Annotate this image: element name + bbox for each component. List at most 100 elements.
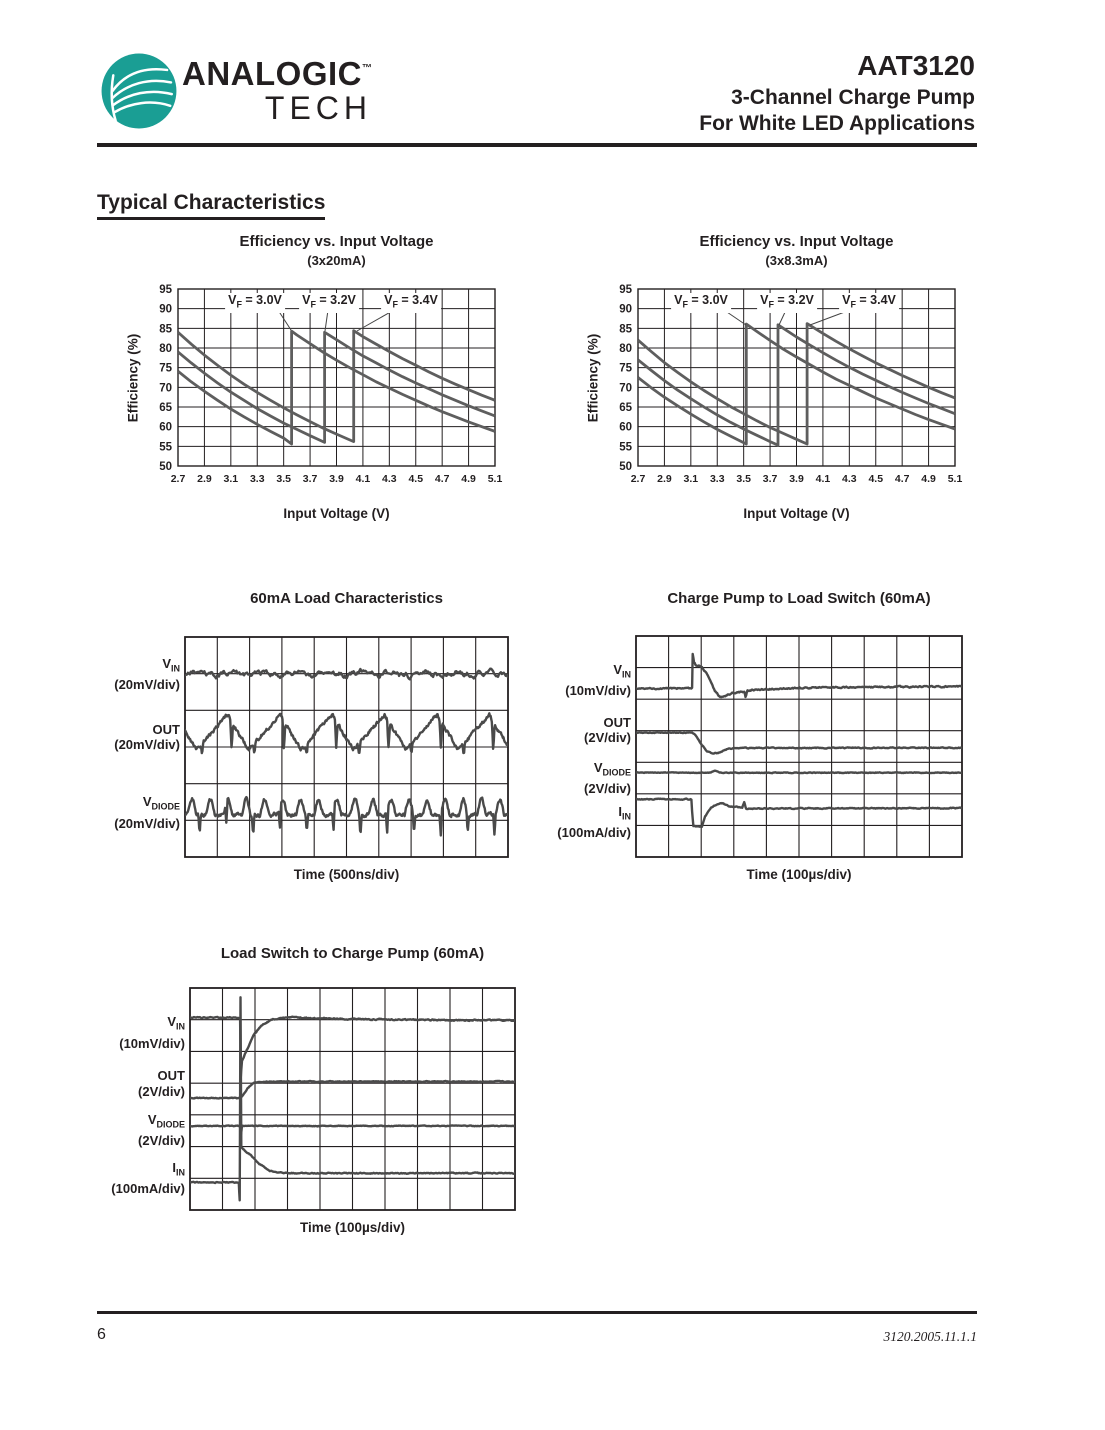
legend-label: VF = 3.0V <box>671 293 731 313</box>
series-curve <box>638 322 955 446</box>
channel-label-out: OUT (2V/div) <box>138 1068 185 1099</box>
y-tick-label: 95 <box>159 284 172 296</box>
channel-label-vdiode: VDIODE (2V/div) <box>138 1112 185 1149</box>
scope-trace <box>636 652 962 699</box>
chart-title: Efficiency vs. Input Voltage <box>239 233 434 250</box>
footer-rule <box>97 1311 977 1314</box>
document-title-block: AAT3120 3-Channel Charge Pump For White … <box>699 50 975 135</box>
y-tick-label: 85 <box>619 323 632 335</box>
y-tick-label: 65 <box>159 402 172 414</box>
oscilloscope-plot <box>184 636 509 858</box>
channel-label-vin: VIN (10mV/div) <box>565 661 631 699</box>
y-tick-label: 50 <box>619 461 632 473</box>
y-tick-label: 55 <box>619 441 632 453</box>
x-tick-label: 4.3 <box>842 473 857 485</box>
legend-leader-line <box>778 309 787 326</box>
doc-subtitle-1: 3-Channel Charge Pump <box>731 86 975 109</box>
x-tick-label: 3.7 <box>763 473 778 485</box>
x-axis-label: Input Voltage (V) <box>283 506 390 521</box>
scope-trace <box>190 1079 515 1100</box>
x-tick-label: 3.1 <box>224 473 239 485</box>
y-tick-label: 60 <box>159 422 172 434</box>
y-tick-label: 55 <box>159 441 172 453</box>
x-tick-label: 4.1 <box>816 473 831 485</box>
chart-title: Charge Pump to Load Switch (60mA) <box>667 590 931 607</box>
chart-load-switch-to-charge-pump: Load Switch to Charge Pump (60mA) Time (1… <box>97 945 537 1250</box>
y-tick-label: 80 <box>619 343 632 355</box>
y-tick-label: 70 <box>159 382 172 394</box>
legend-leader-line <box>324 309 329 332</box>
channel-label-vin: VIN (10mV/div) <box>119 1014 185 1051</box>
oscilloscope-plot <box>635 635 963 858</box>
chart-title: Load Switch to Charge Pump (60mA) <box>220 945 485 962</box>
legend-label: VF = 3.2V <box>299 293 359 313</box>
part-number: AAT3120 <box>857 50 975 81</box>
series-curve <box>638 323 955 447</box>
legend-leader-line <box>723 309 747 326</box>
efficiency-plot: 95 90 85 80 75 70 65 60 55 502.7 2.9 3.1 3.3 3.5 3.7 3.… <box>159 284 503 485</box>
chart-charge-pump-to-load-switch: Charge Pump to Load Switch (60mA) Time (1… <box>557 590 997 895</box>
series-curve <box>178 330 495 444</box>
y-tick-label: 85 <box>159 323 172 335</box>
x-tick-label: 5.1 <box>948 473 963 485</box>
scope-trace <box>636 769 962 775</box>
efficiency-plot: 95 90 85 80 75 70 65 60 55 502.7 2.9 3.1 3.3 3.5 3.7 3.… <box>619 284 963 485</box>
x-tick-label: 3.3 <box>250 473 265 485</box>
x-axis-label: Input Voltage (V) <box>743 506 850 521</box>
grid-border <box>635 635 963 858</box>
chart-efficiency-3x8p3ma: Efficiency vs. Input Voltage (3x8.3mA) Eff… <box>557 231 997 536</box>
y-tick-label: 70 <box>619 382 632 394</box>
legend-label: VF = 3.4V <box>839 293 899 313</box>
legend-leader-line <box>277 309 292 331</box>
channel-label-vdiode: VDIODE (20mV/div) <box>114 794 180 831</box>
legend-label: VF = 3.0V <box>225 293 285 313</box>
y-tick-label: 75 <box>619 363 632 375</box>
channel-label-out: OUT (2V/div) <box>584 714 631 746</box>
channel-label-iin: IIN (100mA/div) <box>111 1160 185 1197</box>
chart-60ma-load-characteristics: 60mA Load Characteristics Time (500ns/div… <box>97 590 537 895</box>
section-title: Typical Characteristics <box>97 191 326 220</box>
x-tick-label: 4.7 <box>435 473 450 485</box>
x-tick-label: 5.1 <box>488 473 503 485</box>
oscilloscope-plot <box>189 987 516 1211</box>
scope-trace <box>185 712 508 755</box>
legend-label: VF = 3.4V <box>381 293 441 313</box>
x-tick-label: 3.9 <box>329 473 344 485</box>
x-axis-label: Time (100µs/div) <box>746 867 852 882</box>
scope-trace <box>636 797 962 829</box>
x-tick-label: 4.9 <box>921 473 936 485</box>
x-axis-label: Time (500ns/div) <box>293 867 400 882</box>
y-tick-label: 95 <box>619 284 632 296</box>
plot-border <box>177 288 496 467</box>
x-tick-label: 4.1 <box>356 473 371 485</box>
x-tick-label: 2.9 <box>197 473 212 485</box>
x-tick-label: 3.3 <box>710 473 725 485</box>
grid-border <box>184 636 509 858</box>
channel-label-vdiode: VDIODE (2V/div) <box>584 759 631 796</box>
channel-label-iin: IIN (100mA/div) <box>557 804 631 841</box>
x-tick-label: 4.5 <box>408 473 423 485</box>
chart-title: 60mA Load Characteristics <box>250 590 443 607</box>
legend-leader-line <box>809 309 851 326</box>
y-tick-label: 90 <box>159 304 172 316</box>
x-axis-label: Time (100µs/div) <box>299 1220 406 1235</box>
series-curve <box>638 322 955 446</box>
x-tick-label: 4.5 <box>868 473 883 485</box>
x-tick-label: 2.7 <box>631 473 646 485</box>
y-tick-label: 80 <box>159 343 172 355</box>
brand-wordmark: ANALOGIC™ TECH <box>182 57 372 124</box>
x-tick-label: 2.9 <box>657 473 672 485</box>
chart-subtitle: (3x8.3mA) <box>765 253 828 268</box>
x-tick-label: 3.7 <box>303 473 318 485</box>
document-revision-id: 3120.2005.11.1.1 <box>883 1329 978 1344</box>
trademark-symbol: ™ <box>362 63 372 74</box>
scope-trace <box>185 795 508 837</box>
x-tick-label: 4.9 <box>461 473 476 485</box>
y-tick-label: 60 <box>619 422 632 434</box>
brand-tech: TECH <box>264 90 372 126</box>
analogictech-logo-icon <box>101 53 177 129</box>
doc-subtitle-2: For White LED Applications <box>699 112 975 135</box>
x-tick-label: 3.5 <box>276 473 291 485</box>
series-curve <box>178 329 495 443</box>
